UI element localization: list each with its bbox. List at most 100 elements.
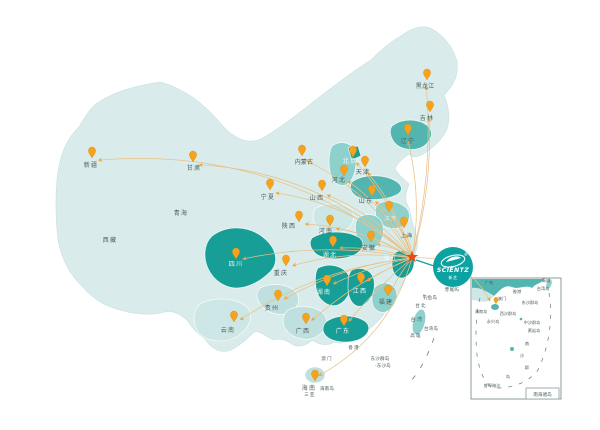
- province-pin[interactable]: [189, 150, 197, 163]
- province-pin[interactable]: [423, 68, 431, 81]
- province-pin[interactable]: [361, 155, 369, 168]
- map-label: 四川: [229, 261, 243, 268]
- chiwei-island-dot: [445, 287, 447, 289]
- route-line: [198, 162, 413, 259]
- province-pin[interactable]: [282, 254, 290, 267]
- province-pin[interactable]: [329, 235, 337, 248]
- map-label: 吉林: [420, 114, 434, 122]
- map-label: 山东: [359, 197, 373, 205]
- route-line: [306, 160, 413, 259]
- map-label: 湖北: [323, 251, 337, 259]
- map-label: 江西: [353, 288, 367, 295]
- province-pin[interactable]: [340, 164, 348, 177]
- map-label: 高雄: [542, 277, 550, 284]
- map-label: 甘肃: [187, 164, 201, 172]
- hub-logo-connector: [415, 259, 435, 267]
- map-label: ·东沙岛: [375, 362, 391, 369]
- province-pin[interactable]: [368, 184, 376, 197]
- route-line: [318, 257, 413, 377]
- registered-mark: ®: [464, 251, 469, 258]
- inset-map: 南海诸岛: [470, 277, 562, 400]
- province-pin[interactable]: [404, 123, 412, 136]
- map-label: 内蒙古: [295, 158, 314, 166]
- map-label: 海南岛: [475, 308, 488, 315]
- hub-star[interactable]: [405, 250, 419, 263]
- map-label: 宁夏: [261, 193, 275, 201]
- province-hubei: [309, 231, 364, 260]
- route-line: [239, 257, 413, 321]
- map-label: 永兴岛: [487, 318, 500, 325]
- map-label: 三亚: [304, 392, 315, 398]
- province-guangxi: [282, 306, 328, 340]
- map-label: 台北: [415, 302, 426, 309]
- province-pin[interactable]: [384, 284, 392, 297]
- province-pin[interactable]: [318, 179, 326, 192]
- province-pin[interactable]: [295, 210, 303, 223]
- map-label: 福建: [379, 298, 393, 306]
- map-label: 钓鱼岛: [423, 294, 437, 301]
- map-label: 台湾岛: [424, 325, 438, 332]
- province-pin[interactable]: [298, 144, 306, 157]
- province-pin[interactable]: [385, 200, 393, 213]
- main-dash-line: [407, 337, 435, 385]
- logo-bird-icon: [446, 256, 461, 262]
- map-label: 广西: [296, 327, 310, 335]
- map-label: 重庆: [274, 269, 288, 277]
- province-pin[interactable]: [426, 100, 434, 113]
- brand-logo[interactable]: SCIENTZ ® 新芝: [433, 247, 473, 287]
- map-label: 群: [525, 364, 530, 371]
- route-line: [332, 257, 413, 285]
- map-label: 中沙群岛: [524, 319, 541, 326]
- map-label: 湖南: [317, 288, 331, 296]
- inset-hainan: [491, 304, 499, 310]
- province-pins: [88, 68, 499, 382]
- map-label: 江苏: [385, 215, 397, 222]
- province-pin[interactable]: [493, 297, 499, 305]
- province-pin[interactable]: [357, 272, 365, 285]
- map-label: 沙: [520, 353, 525, 358]
- inset-title: 南海诸岛: [533, 391, 552, 398]
- province-pin[interactable]: [400, 216, 408, 229]
- route-line: [291, 254, 413, 267]
- map-label: 海南: [302, 384, 316, 392]
- brand-logo-subtext: 新芝: [449, 274, 458, 280]
- province-guangdong: [322, 315, 370, 343]
- province-pin[interactable]: [232, 247, 240, 260]
- route-line: [326, 194, 413, 259]
- map-label: 广东: [485, 279, 493, 286]
- province-pin[interactable]: [311, 369, 319, 382]
- province-pin[interactable]: [323, 274, 331, 287]
- hub-label: 浙江: [384, 255, 398, 263]
- map-label: 澳门: [321, 355, 332, 362]
- province-pin[interactable]: [349, 145, 357, 158]
- route-line: [411, 117, 432, 259]
- map-label: 香港: [348, 344, 359, 351]
- logo-swoosh-icon: [440, 254, 466, 268]
- route-line: [366, 257, 413, 282]
- province-pin[interactable]: [266, 178, 274, 191]
- map-label: 西沙群岛: [500, 310, 517, 317]
- map-label: 澳门: [498, 295, 506, 302]
- map-label: 辽宁: [401, 137, 415, 145]
- province-pin[interactable]: [302, 312, 310, 325]
- route-line: [241, 249, 413, 261]
- province-pin[interactable]: [340, 314, 348, 327]
- route-line: [97, 157, 413, 259]
- province-shapes: [193, 119, 432, 343]
- map-label: 台湾岛: [537, 285, 550, 292]
- brand-logo-text: SCIENTZ: [437, 267, 469, 274]
- province-pin[interactable]: [230, 310, 238, 323]
- map-label: 黑龙江: [416, 82, 435, 90]
- map-label: 天津: [356, 169, 370, 176]
- province-pin[interactable]: [367, 230, 375, 243]
- inset-islet-1: [519, 317, 523, 321]
- route-line: [275, 191, 413, 259]
- map-label: 台湾: [411, 316, 423, 323]
- map-label: 南: [525, 340, 529, 346]
- map-label: 上海: [401, 232, 413, 239]
- province-pin[interactable]: [88, 146, 96, 159]
- province-pin[interactable]: [274, 289, 282, 302]
- province-pin[interactable]: [326, 214, 334, 227]
